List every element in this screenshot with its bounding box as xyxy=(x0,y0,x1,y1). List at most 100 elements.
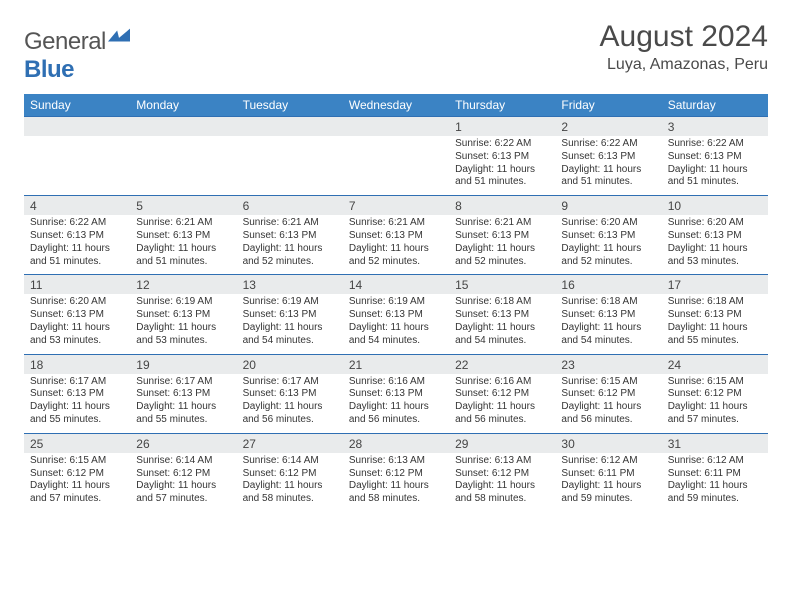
day-details: Sunrise: 6:20 AMSunset: 6:13 PMDaylight:… xyxy=(555,215,661,274)
day-number: 12 xyxy=(130,275,236,294)
day-details: Sunrise: 6:22 AMSunset: 6:13 PMDaylight:… xyxy=(662,136,768,195)
day-number: 26 xyxy=(130,434,236,453)
day-details: Sunrise: 6:18 AMSunset: 6:13 PMDaylight:… xyxy=(449,294,555,353)
day-details xyxy=(237,136,343,188)
day-number: 20 xyxy=(237,355,343,374)
day-number: 25 xyxy=(24,434,130,453)
day-cell-number: 30 xyxy=(555,433,661,453)
day-details: Sunrise: 6:21 AMSunset: 6:13 PMDaylight:… xyxy=(343,215,449,274)
day-cell-details: Sunrise: 6:12 AMSunset: 6:11 PMDaylight:… xyxy=(662,453,768,512)
day-number: 31 xyxy=(662,434,768,453)
day-cell-details: Sunrise: 6:13 AMSunset: 6:12 PMDaylight:… xyxy=(343,453,449,512)
day-number: 28 xyxy=(343,434,449,453)
day-cell-details: Sunrise: 6:16 AMSunset: 6:13 PMDaylight:… xyxy=(343,374,449,434)
day-cell-details: Sunrise: 6:22 AMSunset: 6:13 PMDaylight:… xyxy=(662,136,768,196)
day-details: Sunrise: 6:12 AMSunset: 6:11 PMDaylight:… xyxy=(662,453,768,512)
day-cell-number: 23 xyxy=(555,354,661,374)
day-number: 23 xyxy=(555,355,661,374)
day-cell-number: 26 xyxy=(130,433,236,453)
day-cell-number: 6 xyxy=(237,196,343,216)
day-number xyxy=(130,117,236,133)
weekday-header: Sunday xyxy=(24,94,130,117)
day-cell-number: 9 xyxy=(555,196,661,216)
logo-wave-icon xyxy=(108,28,130,44)
month-title: August 2024 xyxy=(600,20,768,54)
day-details: Sunrise: 6:21 AMSunset: 6:13 PMDaylight:… xyxy=(130,215,236,274)
details-row: Sunrise: 6:15 AMSunset: 6:12 PMDaylight:… xyxy=(24,453,768,512)
day-cell-details: Sunrise: 6:14 AMSunset: 6:12 PMDaylight:… xyxy=(130,453,236,512)
day-cell-details: Sunrise: 6:20 AMSunset: 6:13 PMDaylight:… xyxy=(662,215,768,275)
details-row: Sunrise: 6:20 AMSunset: 6:13 PMDaylight:… xyxy=(24,294,768,354)
day-cell-number: 20 xyxy=(237,354,343,374)
day-cell-details: Sunrise: 6:18 AMSunset: 6:13 PMDaylight:… xyxy=(449,294,555,354)
daynum-row: 123 xyxy=(24,117,768,137)
day-cell-number: 15 xyxy=(449,275,555,295)
day-cell-number: 28 xyxy=(343,433,449,453)
day-cell-details: Sunrise: 6:21 AMSunset: 6:13 PMDaylight:… xyxy=(449,215,555,275)
day-cell-number: 21 xyxy=(343,354,449,374)
weekday-header: Monday xyxy=(130,94,236,117)
daynum-row: 45678910 xyxy=(24,196,768,216)
day-number: 22 xyxy=(449,355,555,374)
day-cell-details xyxy=(130,136,236,196)
day-cell-number xyxy=(343,117,449,137)
logo-word2: Blue xyxy=(24,56,74,83)
day-cell-number: 19 xyxy=(130,354,236,374)
weekday-header: Friday xyxy=(555,94,661,117)
day-cell-details: Sunrise: 6:15 AMSunset: 6:12 PMDaylight:… xyxy=(555,374,661,434)
day-cell-number: 16 xyxy=(555,275,661,295)
calendar-table: SundayMondayTuesdayWednesdayThursdayFrid… xyxy=(24,94,768,512)
day-cell-details: Sunrise: 6:20 AMSunset: 6:13 PMDaylight:… xyxy=(24,294,130,354)
weekday-header: Wednesday xyxy=(343,94,449,117)
day-number: 18 xyxy=(24,355,130,374)
day-details: Sunrise: 6:18 AMSunset: 6:13 PMDaylight:… xyxy=(555,294,661,353)
day-cell-details xyxy=(24,136,130,196)
day-cell-details: Sunrise: 6:15 AMSunset: 6:12 PMDaylight:… xyxy=(24,453,130,512)
day-cell-details: Sunrise: 6:14 AMSunset: 6:12 PMDaylight:… xyxy=(237,453,343,512)
day-cell-details xyxy=(343,136,449,196)
details-row: Sunrise: 6:17 AMSunset: 6:13 PMDaylight:… xyxy=(24,374,768,434)
day-details: Sunrise: 6:17 AMSunset: 6:13 PMDaylight:… xyxy=(237,374,343,433)
day-cell-number xyxy=(130,117,236,137)
day-cell-number: 2 xyxy=(555,117,661,137)
day-number: 7 xyxy=(343,196,449,215)
day-cell-details: Sunrise: 6:19 AMSunset: 6:13 PMDaylight:… xyxy=(343,294,449,354)
day-details: Sunrise: 6:17 AMSunset: 6:13 PMDaylight:… xyxy=(130,374,236,433)
day-number: 21 xyxy=(343,355,449,374)
day-cell-number: 18 xyxy=(24,354,130,374)
day-cell-details: Sunrise: 6:19 AMSunset: 6:13 PMDaylight:… xyxy=(237,294,343,354)
day-cell-number: 11 xyxy=(24,275,130,295)
day-cell-number: 7 xyxy=(343,196,449,216)
calendar-body: 123Sunrise: 6:22 AMSunset: 6:13 PMDaylig… xyxy=(24,117,768,512)
day-cell-details: Sunrise: 6:21 AMSunset: 6:13 PMDaylight:… xyxy=(130,215,236,275)
day-details: Sunrise: 6:19 AMSunset: 6:13 PMDaylight:… xyxy=(130,294,236,353)
day-number: 17 xyxy=(662,275,768,294)
day-details: Sunrise: 6:15 AMSunset: 6:12 PMDaylight:… xyxy=(24,453,130,512)
day-number: 8 xyxy=(449,196,555,215)
day-cell-details: Sunrise: 6:17 AMSunset: 6:13 PMDaylight:… xyxy=(130,374,236,434)
header: General Blue August 2024 Luya, Amazonas,… xyxy=(24,20,768,84)
day-cell-number: 1 xyxy=(449,117,555,137)
logo-word1: General xyxy=(24,28,106,55)
day-details: Sunrise: 6:18 AMSunset: 6:13 PMDaylight:… xyxy=(662,294,768,353)
day-number: 10 xyxy=(662,196,768,215)
day-details: Sunrise: 6:16 AMSunset: 6:12 PMDaylight:… xyxy=(449,374,555,433)
day-cell-number: 3 xyxy=(662,117,768,137)
day-details: Sunrise: 6:21 AMSunset: 6:13 PMDaylight:… xyxy=(449,215,555,274)
day-cell-details: Sunrise: 6:13 AMSunset: 6:12 PMDaylight:… xyxy=(449,453,555,512)
day-number: 27 xyxy=(237,434,343,453)
day-details: Sunrise: 6:22 AMSunset: 6:13 PMDaylight:… xyxy=(449,136,555,195)
day-cell-details: Sunrise: 6:22 AMSunset: 6:13 PMDaylight:… xyxy=(555,136,661,196)
day-details: Sunrise: 6:20 AMSunset: 6:13 PMDaylight:… xyxy=(24,294,130,353)
calendar-page: General Blue August 2024 Luya, Amazonas,… xyxy=(0,0,792,522)
details-row: Sunrise: 6:22 AMSunset: 6:13 PMDaylight:… xyxy=(24,136,768,196)
day-details: Sunrise: 6:17 AMSunset: 6:13 PMDaylight:… xyxy=(24,374,130,433)
day-number: 3 xyxy=(662,117,768,136)
day-cell-number: 24 xyxy=(662,354,768,374)
day-cell-details: Sunrise: 6:12 AMSunset: 6:11 PMDaylight:… xyxy=(555,453,661,512)
day-cell-number xyxy=(24,117,130,137)
calendar-thead: SundayMondayTuesdayWednesdayThursdayFrid… xyxy=(24,94,768,117)
day-number: 11 xyxy=(24,275,130,294)
day-details: Sunrise: 6:12 AMSunset: 6:11 PMDaylight:… xyxy=(555,453,661,512)
day-details: Sunrise: 6:19 AMSunset: 6:13 PMDaylight:… xyxy=(237,294,343,353)
